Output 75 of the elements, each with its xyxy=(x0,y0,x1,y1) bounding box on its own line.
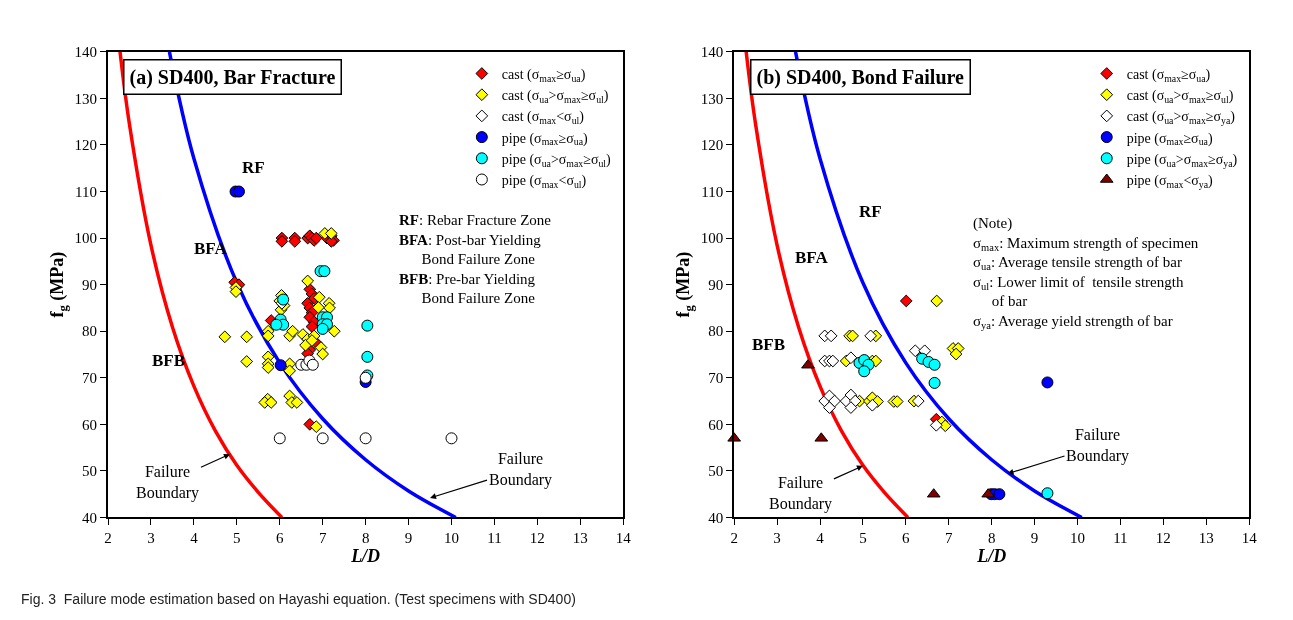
x-tick-label: 3 xyxy=(147,530,155,547)
x-tick-label: 13 xyxy=(572,530,588,547)
annotation: RF xyxy=(859,202,882,221)
y-tick-label: 60 xyxy=(82,416,98,433)
y-tick-label: 120 xyxy=(700,137,724,154)
x-tick-label: 14 xyxy=(615,530,632,547)
x-tick-label: 3 xyxy=(773,530,781,547)
y-tick-label: 90 xyxy=(82,276,98,293)
annotation: RF xyxy=(242,158,265,177)
y-tick-label: 50 xyxy=(708,463,724,480)
text: (a) SD400, Bar Fracture xyxy=(129,65,336,89)
y-tick-label: 60 xyxy=(708,416,724,433)
x-tick-label: 4 xyxy=(190,530,199,547)
x-tick-label: 12 xyxy=(529,530,545,547)
annotation: BFA xyxy=(795,248,829,267)
y-tick-label: 70 xyxy=(708,370,724,387)
y-tick-label: 70 xyxy=(82,370,98,387)
annotation: RF: Rebar Fracture Zone BFA: Post-bar Yielding Bond Failure Zone BFB: Pre-bar Yielding Bond Failure Zone xyxy=(399,212,552,306)
y-tick-label: 100 xyxy=(700,230,724,247)
y-tick-label: 50 xyxy=(82,463,98,480)
x-tick-label: 6 xyxy=(902,530,911,547)
text: (b) SD400, Bond Failure xyxy=(756,65,965,89)
legend-label: pipe (σ$_{ua}$>σ$_{max}$≥σ$_{ul}$) xyxy=(501,151,612,169)
annotation: BFB xyxy=(752,335,786,354)
y-tick-label: 110 xyxy=(75,183,98,200)
y-tick-label: 40 xyxy=(82,509,98,526)
x-tick-label: 6 xyxy=(276,530,285,547)
legend-label: cast (σ$_{ua}$>σ$_{max}$≥σ$_{ul}$) xyxy=(1126,88,1234,106)
y-tick-label: 90 xyxy=(708,276,724,293)
x-tick-label: 4 xyxy=(816,530,825,547)
legend-label: cast (σ$_{ua}$>σ$_{max}$≥σ$_{ul}$) xyxy=(501,88,609,106)
y-tick-label: 130 xyxy=(74,90,98,107)
annotation: Failure Boundary xyxy=(769,474,833,513)
y-tick-label: 130 xyxy=(700,90,724,107)
x-tick-label: 7 xyxy=(318,530,327,547)
y-tick-label: 140 xyxy=(700,44,724,61)
legend-label: pipe (σ$_{max}$<σ$_{ya}$) xyxy=(1126,172,1214,190)
y-tick-label: 80 xyxy=(82,323,98,340)
x-tick-label: 10 xyxy=(1069,530,1085,547)
y-tick-label: 80 xyxy=(708,323,724,340)
caption: Fig. 3 Failure mode estimation based on Hayashi equation. (Test specimens with SD400) xyxy=(21,591,576,607)
y-tick-label: 110 xyxy=(701,183,724,200)
x-tick-label: 9 xyxy=(1030,530,1039,547)
x-tick-label: 5 xyxy=(233,530,241,547)
x-tick-label: 2 xyxy=(104,530,112,547)
legend-label: pipe (σ$_{max}$≥σ$_{ua}$) xyxy=(1126,130,1213,148)
x-tick-label: 12 xyxy=(1155,530,1171,547)
legend-label: cast (σ$_{ua}$>σ$_{max}$≥σ$_{ya}$) xyxy=(1126,109,1236,127)
legend-label: pipe (σ$_{ua}$>σ$_{max}$≥σ$_{ya}$) xyxy=(1126,151,1238,169)
legend-label: pipe (σ$_{max}$≥σ$_{ua}$) xyxy=(501,130,588,148)
y-tick-label: 40 xyxy=(708,509,724,526)
x-tick-label: 8 xyxy=(361,530,370,547)
y-tick-label: 100 xyxy=(74,230,98,247)
x-tick-label: 14 xyxy=(1241,530,1258,547)
x-tick-label: 11 xyxy=(1113,530,1128,547)
x-tick-label: 8 xyxy=(987,530,996,547)
x-axis-title: L/D xyxy=(976,546,1007,567)
x-tick-label: 2 xyxy=(730,530,738,547)
x-tick-label: 5 xyxy=(859,530,867,547)
legend-label: pipe (σ$_{max}$<σ$_{ul}$) xyxy=(501,172,587,190)
x-tick-label: 7 xyxy=(944,530,953,547)
annotation: Failure Boundary xyxy=(1066,426,1130,465)
legend-label: cast (σ$_{max}$<σ$_{ul}$) xyxy=(501,109,585,127)
x-tick-label: 10 xyxy=(444,530,459,547)
y-tick-label: 140 xyxy=(74,44,98,61)
legend-label: cast (σ$_{max}$≥σ$_{ua}$) xyxy=(501,66,586,84)
annotation: Failure Boundary xyxy=(489,450,553,489)
x-tick-label: 9 xyxy=(404,530,413,547)
annotation: Failure Boundary xyxy=(136,463,200,502)
legend-label: cast (σ$_{max}$≥σ$_{ua}$) xyxy=(1126,66,1211,84)
x-axis-title: L/D xyxy=(350,546,381,567)
y-tick-label: 120 xyxy=(74,137,98,154)
x-tick-label: 13 xyxy=(1198,530,1214,547)
x-tick-label: 11 xyxy=(487,530,502,547)
text: (Note) σ$_{max}$: Maximum strength of specimen σ$_{ua}$: Average tensile strength of bar σ$_{ul}$: Lower limit of tensile strength of bar σ$_{ya}$: Average yield strength of bar xyxy=(973,215,1199,331)
